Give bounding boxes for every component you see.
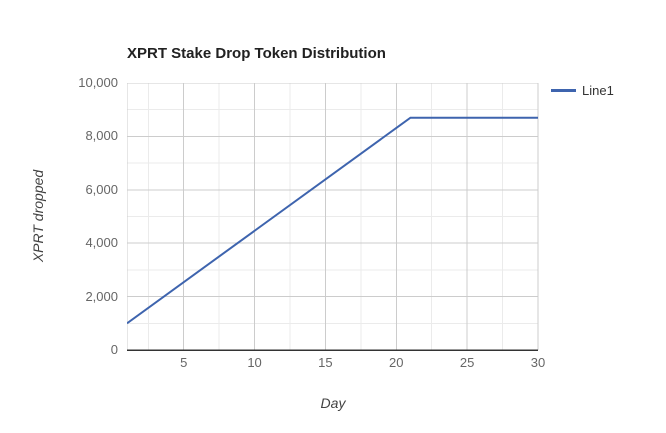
x-tick-label: 25 — [459, 355, 475, 370]
y-tick-label: 8,000 — [85, 128, 118, 144]
y-tick-label: 6,000 — [85, 181, 118, 197]
legend-line-swatch — [551, 89, 576, 92]
legend-label: Line1 — [582, 83, 614, 98]
chart-title: XPRT Stake Drop Token Distribution — [127, 45, 386, 62]
y-tick-label: 2,000 — [85, 288, 118, 304]
legend-item[interactable]: Line1 — [551, 83, 614, 98]
y-axis-title: XPRT dropped — [30, 169, 46, 263]
y-tick-label: 0 — [110, 342, 118, 357]
x-axis-title: Day — [320, 395, 346, 411]
x-tick-label: 15 — [318, 355, 333, 370]
y-tick-label: 4,000 — [85, 235, 118, 251]
x-tick-label: 5 — [180, 355, 188, 370]
x-tick-label: 10 — [247, 355, 262, 370]
x-tick-label: 30 — [530, 355, 546, 370]
y-tick-label: 10,000 — [78, 75, 118, 90]
plot-area — [127, 83, 539, 351]
series-line-line1 — [127, 116, 538, 325]
x-tick-label: 20 — [389, 355, 404, 370]
